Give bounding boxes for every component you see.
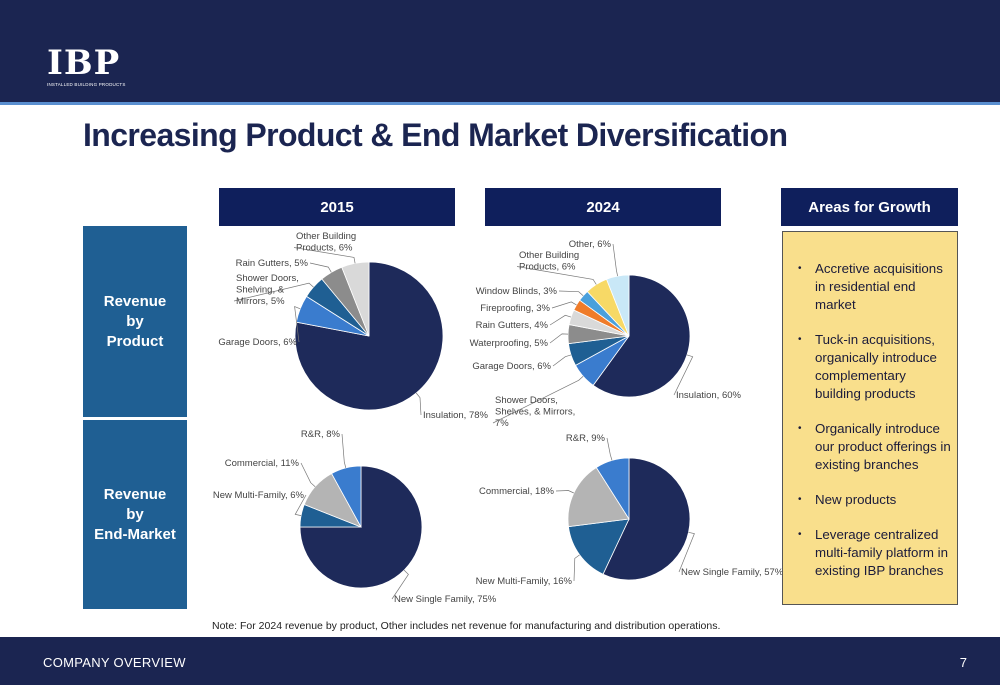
company-logo: IBP INSTALLED BUILDING PRODUCTS: [47, 46, 126, 87]
footer-section-label: COMPANY OVERVIEW: [43, 655, 186, 670]
pie-slice: [567, 466, 630, 528]
pie-leader-line: [294, 306, 301, 343]
row-label-line: by: [126, 505, 144, 523]
pie-leader-line: [573, 554, 580, 582]
pie-slice: [568, 518, 630, 575]
pie-leader-line: [549, 314, 572, 326]
growth-item: Organically introduce our product offeri…: [798, 420, 951, 474]
pie-leader-line: [233, 282, 314, 302]
pie-leader-line: [558, 290, 584, 296]
pie-slice-label: Commercial, 11%: [225, 458, 300, 469]
top-banner: [0, 0, 1000, 102]
pie-slice-label: Commercial, 18%: [479, 486, 555, 497]
growth-item: New products: [798, 491, 951, 509]
pie-slice: [595, 457, 630, 521]
growth-item: Accretive acquisitions in residential en…: [798, 260, 951, 314]
pie-slice-label: New Multi-Family, 16%: [476, 576, 573, 587]
logo-subtext: INSTALLED BUILDING PRODUCTS: [47, 82, 126, 87]
banner-accent-line: [0, 102, 1000, 105]
pie-slice: [341, 261, 370, 337]
pie-slice-label: Rain Gutters, 5%: [236, 258, 309, 269]
pie-slice-label: New Single Family, 57%: [681, 567, 784, 578]
column-header-2024: 2024: [485, 188, 721, 226]
pie-slice-label: Shower Doors, Shelving, & Mirrors, 5%: [236, 273, 299, 307]
pie-slice-label: Other, 6%: [569, 239, 612, 250]
pie-leader-line: [612, 243, 618, 277]
pie-leader-line: [516, 266, 597, 285]
footnote: Note: For 2024 revenue by product, Other…: [212, 620, 721, 632]
pie-leader-line: [606, 437, 613, 461]
pie-slice-label: Garage Doors, 6%: [472, 361, 551, 372]
pie-slice-label: R&R, 8%: [301, 429, 341, 440]
pie-leader-line: [391, 569, 409, 600]
row-header-end-market: Revenue by End-Market: [83, 420, 187, 609]
pie-leader-line: [294, 494, 307, 516]
page-title: Increasing Product & End Market Diversif…: [83, 117, 788, 153]
growth-list: Accretive acquisitions in residential en…: [783, 232, 957, 580]
row-label-line: Revenue: [103, 485, 167, 503]
row-label-line: Product: [106, 332, 164, 350]
pie-leader-line: [678, 531, 695, 573]
growth-item: Leverage centralized multi-family platfo…: [798, 526, 951, 580]
logo-mark: IBP: [47, 43, 121, 83]
column-header-2015: 2015: [219, 188, 455, 226]
row-label-line: by: [126, 312, 144, 330]
pie-leader-line: [415, 392, 422, 416]
pie-slice-label: Waterproofing, 5%: [470, 338, 549, 349]
pie-slice-label: Shower Doors, Shelves, & Mirrors, 7%: [495, 395, 575, 429]
pie-slice-label: Fireproofing, 3%: [480, 303, 550, 314]
growth-item: Tuck-in acquisitions, organically introd…: [798, 331, 951, 403]
pie-leader-line: [549, 333, 569, 344]
pie-slice-label: Other Building Products, 6%: [296, 231, 356, 254]
pie-leader-line: [555, 490, 574, 494]
pie-leader-line: [309, 262, 332, 273]
column-header-growth: Areas for Growth: [781, 188, 958, 226]
pie-slice-label: R&R, 9%: [566, 433, 606, 444]
pie-leader-line: [293, 247, 356, 264]
growth-panel: Accretive acquisitions in residential en…: [782, 231, 958, 605]
pie-slice: [294, 261, 444, 411]
pie-slice-label: Rain Gutters, 4%: [476, 320, 549, 331]
pie-leader-line: [552, 354, 572, 367]
pie-slice-label: New Single Family, 75%: [394, 594, 497, 605]
pie-slice-label: Other Building Products, 6%: [519, 250, 579, 273]
pie-slice-label: New Multi-Family, 6%: [213, 490, 305, 501]
pie-leader-line: [673, 354, 694, 396]
page-number: 7: [959, 655, 967, 670]
pie-leader-line: [492, 376, 584, 424]
footer-bar: COMPANY OVERVIEW 7: [0, 637, 1000, 685]
row-label-line: End-Market: [94, 525, 176, 543]
pie-slice-label: Window Blinds, 3%: [476, 286, 558, 297]
pie-leader-line: [551, 301, 577, 309]
pie-slice: [331, 465, 362, 528]
row-label-line: Revenue: [103, 292, 167, 310]
pie-leader-line: [300, 462, 316, 487]
row-header-product: Revenue by Product: [83, 226, 187, 417]
pie-leader-line: [341, 433, 347, 468]
pie-slice-label: Garage Doors, 6%: [218, 337, 297, 348]
pie-slice-label: Insulation, 78%: [423, 410, 489, 421]
pie-slice-label: Insulation, 60%: [676, 390, 742, 401]
